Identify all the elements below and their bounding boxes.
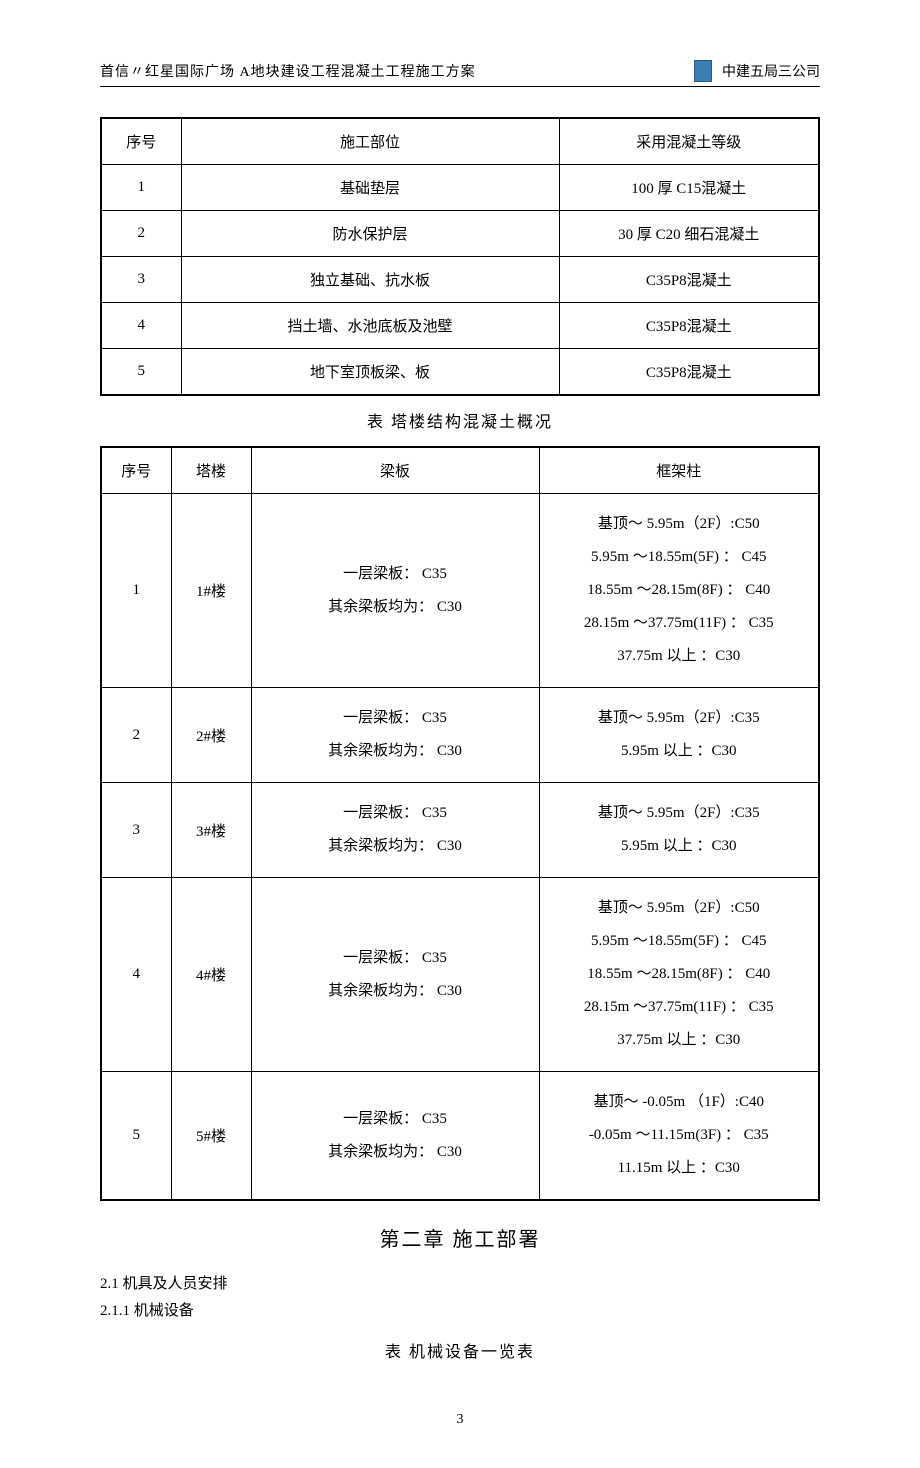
table-cell: 30 厚 C20 细石混凝土 [559, 211, 819, 257]
table-cell: 防水保护层 [181, 211, 559, 257]
table-row: 1基础垫层100 厚 C15混凝土 [101, 165, 819, 211]
table-cell: 3 [101, 257, 181, 303]
col-tower: 塔楼 [171, 447, 251, 494]
col-num: 序号 [101, 447, 171, 494]
section-2.1: 2.1 机具及人员安排 [100, 1272, 820, 1293]
concrete-grade-table: 序号 施工部位 采用混凝土等级 1基础垫层100 厚 C15混凝土2防水保护层3… [100, 117, 820, 396]
cell-num: 2 [101, 688, 171, 783]
cell-num: 3 [101, 783, 171, 878]
table-cell: C35P8混凝土 [559, 349, 819, 396]
company-logo-icon [694, 60, 712, 82]
table-row: 3独立基础、抗水板C35P8混凝土 [101, 257, 819, 303]
col-num: 序号 [101, 118, 181, 165]
col-frame: 框架柱 [539, 447, 819, 494]
tower-structure-table: 序号 塔楼 梁板 框架柱 11#楼一层梁板： C35其余梁板均为： C30基顶～… [100, 446, 820, 1201]
cell-frame-column: 基顶～ -0.05m （1F）:C40-0.05m ～11.15m(3F) ： … [539, 1072, 819, 1201]
table-row: 4挡土墙、水池底板及池壁C35P8混凝土 [101, 303, 819, 349]
table-row: 44#楼一层梁板： C35其余梁板均为： C30基顶～ 5.95m（2F）:C5… [101, 878, 819, 1072]
table-cell: 地下室顶板梁、板 [181, 349, 559, 396]
col-beam: 梁板 [251, 447, 539, 494]
cell-beam: 一层梁板： C35其余梁板均为： C30 [251, 688, 539, 783]
cell-num: 4 [101, 878, 171, 1072]
col-part: 施工部位 [181, 118, 559, 165]
cell-tower: 4#楼 [171, 878, 251, 1072]
table-cell: 1 [101, 165, 181, 211]
cell-beam: 一层梁板： C35其余梁板均为： C30 [251, 1072, 539, 1201]
table-cell: 挡土墙、水池底板及池壁 [181, 303, 559, 349]
table3-caption: 表 机械设备一览表 [100, 1338, 820, 1362]
cell-tower: 2#楼 [171, 688, 251, 783]
table-row: 55#楼一层梁板： C35其余梁板均为： C30基顶～ -0.05m （1F）:… [101, 1072, 819, 1201]
table-cell: 独立基础、抗水板 [181, 257, 559, 303]
table-cell: 5 [101, 349, 181, 396]
table2-caption: 表 塔楼结构混凝土概况 [100, 408, 820, 432]
header-left-text: 首信〃红星国际广场 A地块建设工程混凝土工程施工方案 [100, 61, 476, 81]
table-row: 33#楼一层梁板： C35其余梁板均为： C30基顶～ 5.95m（2F）:C3… [101, 783, 819, 878]
table-row: 22#楼一层梁板： C35其余梁板均为： C30基顶～ 5.95m（2F）:C3… [101, 688, 819, 783]
table-header-row: 序号 施工部位 采用混凝土等级 [101, 118, 819, 165]
table-header-row: 序号 塔楼 梁板 框架柱 [101, 447, 819, 494]
table-row: 11#楼一层梁板： C35其余梁板均为： C30基顶～ 5.95m（2F）:C5… [101, 494, 819, 688]
table-row: 2防水保护层30 厚 C20 细石混凝土 [101, 211, 819, 257]
header-right: 中建五局三公司 [694, 60, 820, 82]
table-cell: 100 厚 C15混凝土 [559, 165, 819, 211]
cell-tower: 5#楼 [171, 1072, 251, 1201]
header-company: 中建五局三公司 [722, 61, 820, 81]
section-2.1.1: 2.1.1 机械设备 [100, 1299, 820, 1320]
cell-frame-column: 基顶～ 5.95m（2F）:C505.95m ～18.55m(5F) ： C45… [539, 878, 819, 1072]
table-row: 5地下室顶板梁、板C35P8混凝土 [101, 349, 819, 396]
table-cell: C35P8混凝土 [559, 303, 819, 349]
cell-frame-column: 基顶～ 5.95m（2F）:C355.95m 以上 ：C30 [539, 688, 819, 783]
cell-num: 5 [101, 1072, 171, 1201]
cell-beam: 一层梁板： C35其余梁板均为： C30 [251, 783, 539, 878]
page-number: 3 [100, 1412, 820, 1428]
cell-beam: 一层梁板： C35其余梁板均为： C30 [251, 878, 539, 1072]
cell-tower: 1#楼 [171, 494, 251, 688]
page-header: 首信〃红星国际广场 A地块建设工程混凝土工程施工方案 中建五局三公司 [100, 60, 820, 87]
table-cell: 基础垫层 [181, 165, 559, 211]
col-grade: 采用混凝土等级 [559, 118, 819, 165]
cell-frame-column: 基顶～ 5.95m（2F）:C505.95m ～18.55m(5F) ： C45… [539, 494, 819, 688]
table-cell: C35P8混凝土 [559, 257, 819, 303]
cell-frame-column: 基顶～ 5.95m（2F）:C355.95m 以上 ：C30 [539, 783, 819, 878]
cell-beam: 一层梁板： C35其余梁板均为： C30 [251, 494, 539, 688]
cell-num: 1 [101, 494, 171, 688]
table-cell: 2 [101, 211, 181, 257]
chapter-title: 第二章 施工部署 [100, 1223, 820, 1252]
cell-tower: 3#楼 [171, 783, 251, 878]
table-cell: 4 [101, 303, 181, 349]
